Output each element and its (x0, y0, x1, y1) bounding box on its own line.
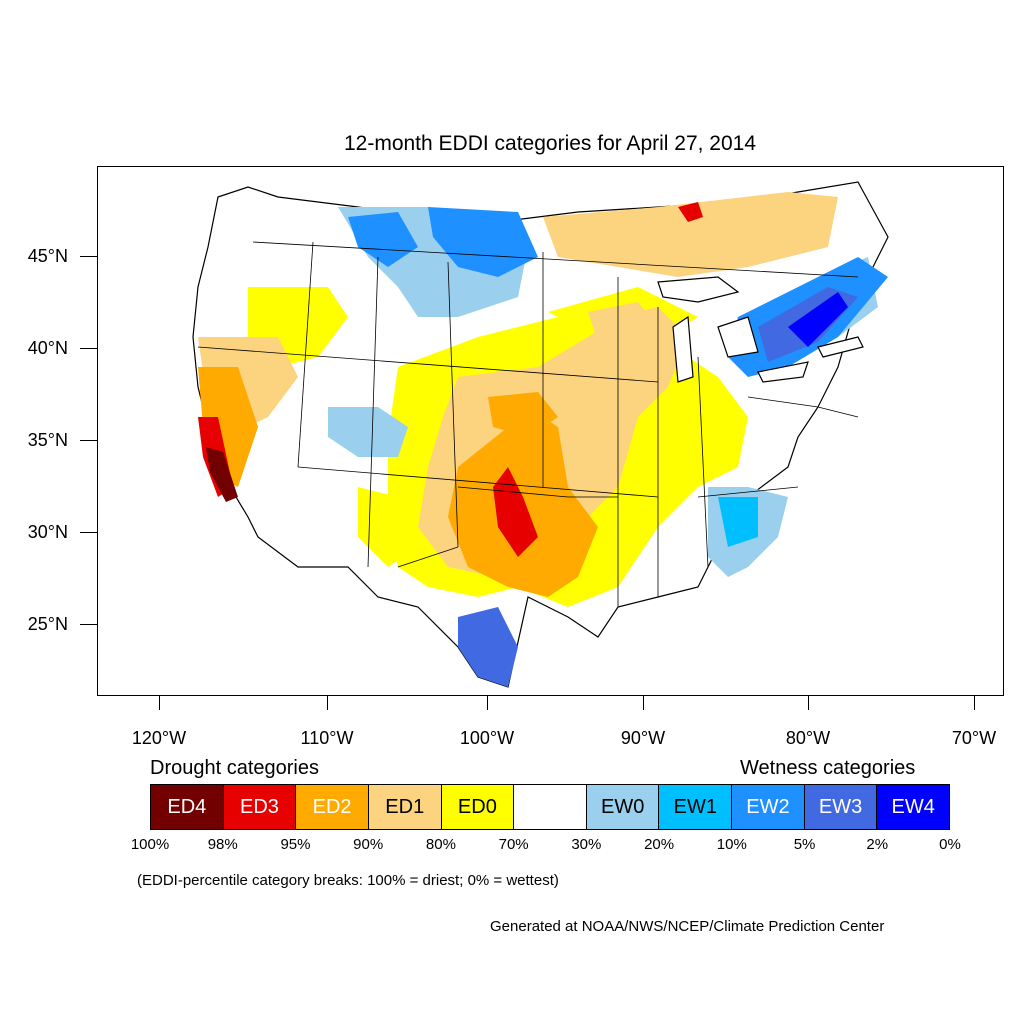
legend-break-label: 100% (130, 836, 170, 853)
lon-label: 110°W (300, 728, 354, 748)
legend-swatch-ed2: ED2 (296, 785, 369, 829)
lon-label: 70°W (951, 728, 997, 748)
legend-swatch-ew1: EW1 (659, 785, 733, 829)
lat-label: 40°N (27, 338, 68, 358)
wetness-heading: Wetness categories (740, 757, 916, 779)
legend-swatch-ew0: EW0 (586, 785, 660, 829)
legend-swatch-ed1: ED1 (368, 785, 442, 829)
legend-break-label: 90% (353, 836, 384, 853)
legend-colorbar: ED4 ED3 ED2 ED1 ED0 EW0 EW1 EW2 EW3 EW4 (150, 784, 950, 830)
state-boundaries (197, 241, 859, 607)
map-title: 12-month EDDI categories for April 27, 2… (343, 132, 757, 155)
legend-break-label: 98% (207, 836, 238, 853)
legend-swatch-ew3: EW3 (804, 785, 878, 829)
lon-label: 90°W (620, 728, 666, 748)
legend-swatch-neutral (514, 785, 587, 829)
legend-swatch-ed3: ED3 (223, 785, 297, 829)
legend-break-label: 30% (571, 836, 602, 853)
map-panel (97, 166, 1004, 696)
legend-break-label: 80% (425, 836, 456, 853)
legend-break-label: 0% (939, 836, 961, 853)
drought-heading: Drought categories (150, 757, 319, 779)
lat-label: 35°N (27, 430, 68, 450)
credit-text: Generated at NOAA/NWS/NCEP/Climate Predi… (490, 918, 885, 935)
category-note: (EDDI-percentile category breaks: 100% =… (137, 872, 559, 889)
legend-swatch-ed4: ED4 (151, 785, 224, 829)
lat-label: 25°N (27, 614, 68, 634)
lon-label: 80°W (785, 728, 831, 748)
great-lakes (657, 276, 864, 383)
lat-label: 30°N (27, 522, 68, 542)
lon-label: 120°W (131, 728, 187, 748)
legend-swatch-ew4: EW4 (877, 785, 950, 829)
lon-label: 100°W (459, 728, 515, 748)
legend-break-label: 95% (280, 836, 311, 853)
lat-label: 45°N (27, 246, 68, 266)
legend-break-label: 10% (716, 836, 747, 853)
map-canvas (192, 181, 889, 688)
legend-swatch-ew2: EW2 (732, 785, 805, 829)
legend-break-label: 70% (498, 836, 529, 853)
legend-break-label: 5% (793, 836, 816, 853)
legend-break-label: 20% (644, 836, 675, 853)
legend-break-label: 2% (866, 836, 889, 853)
legend-swatch-ed0: ED0 (441, 785, 515, 829)
